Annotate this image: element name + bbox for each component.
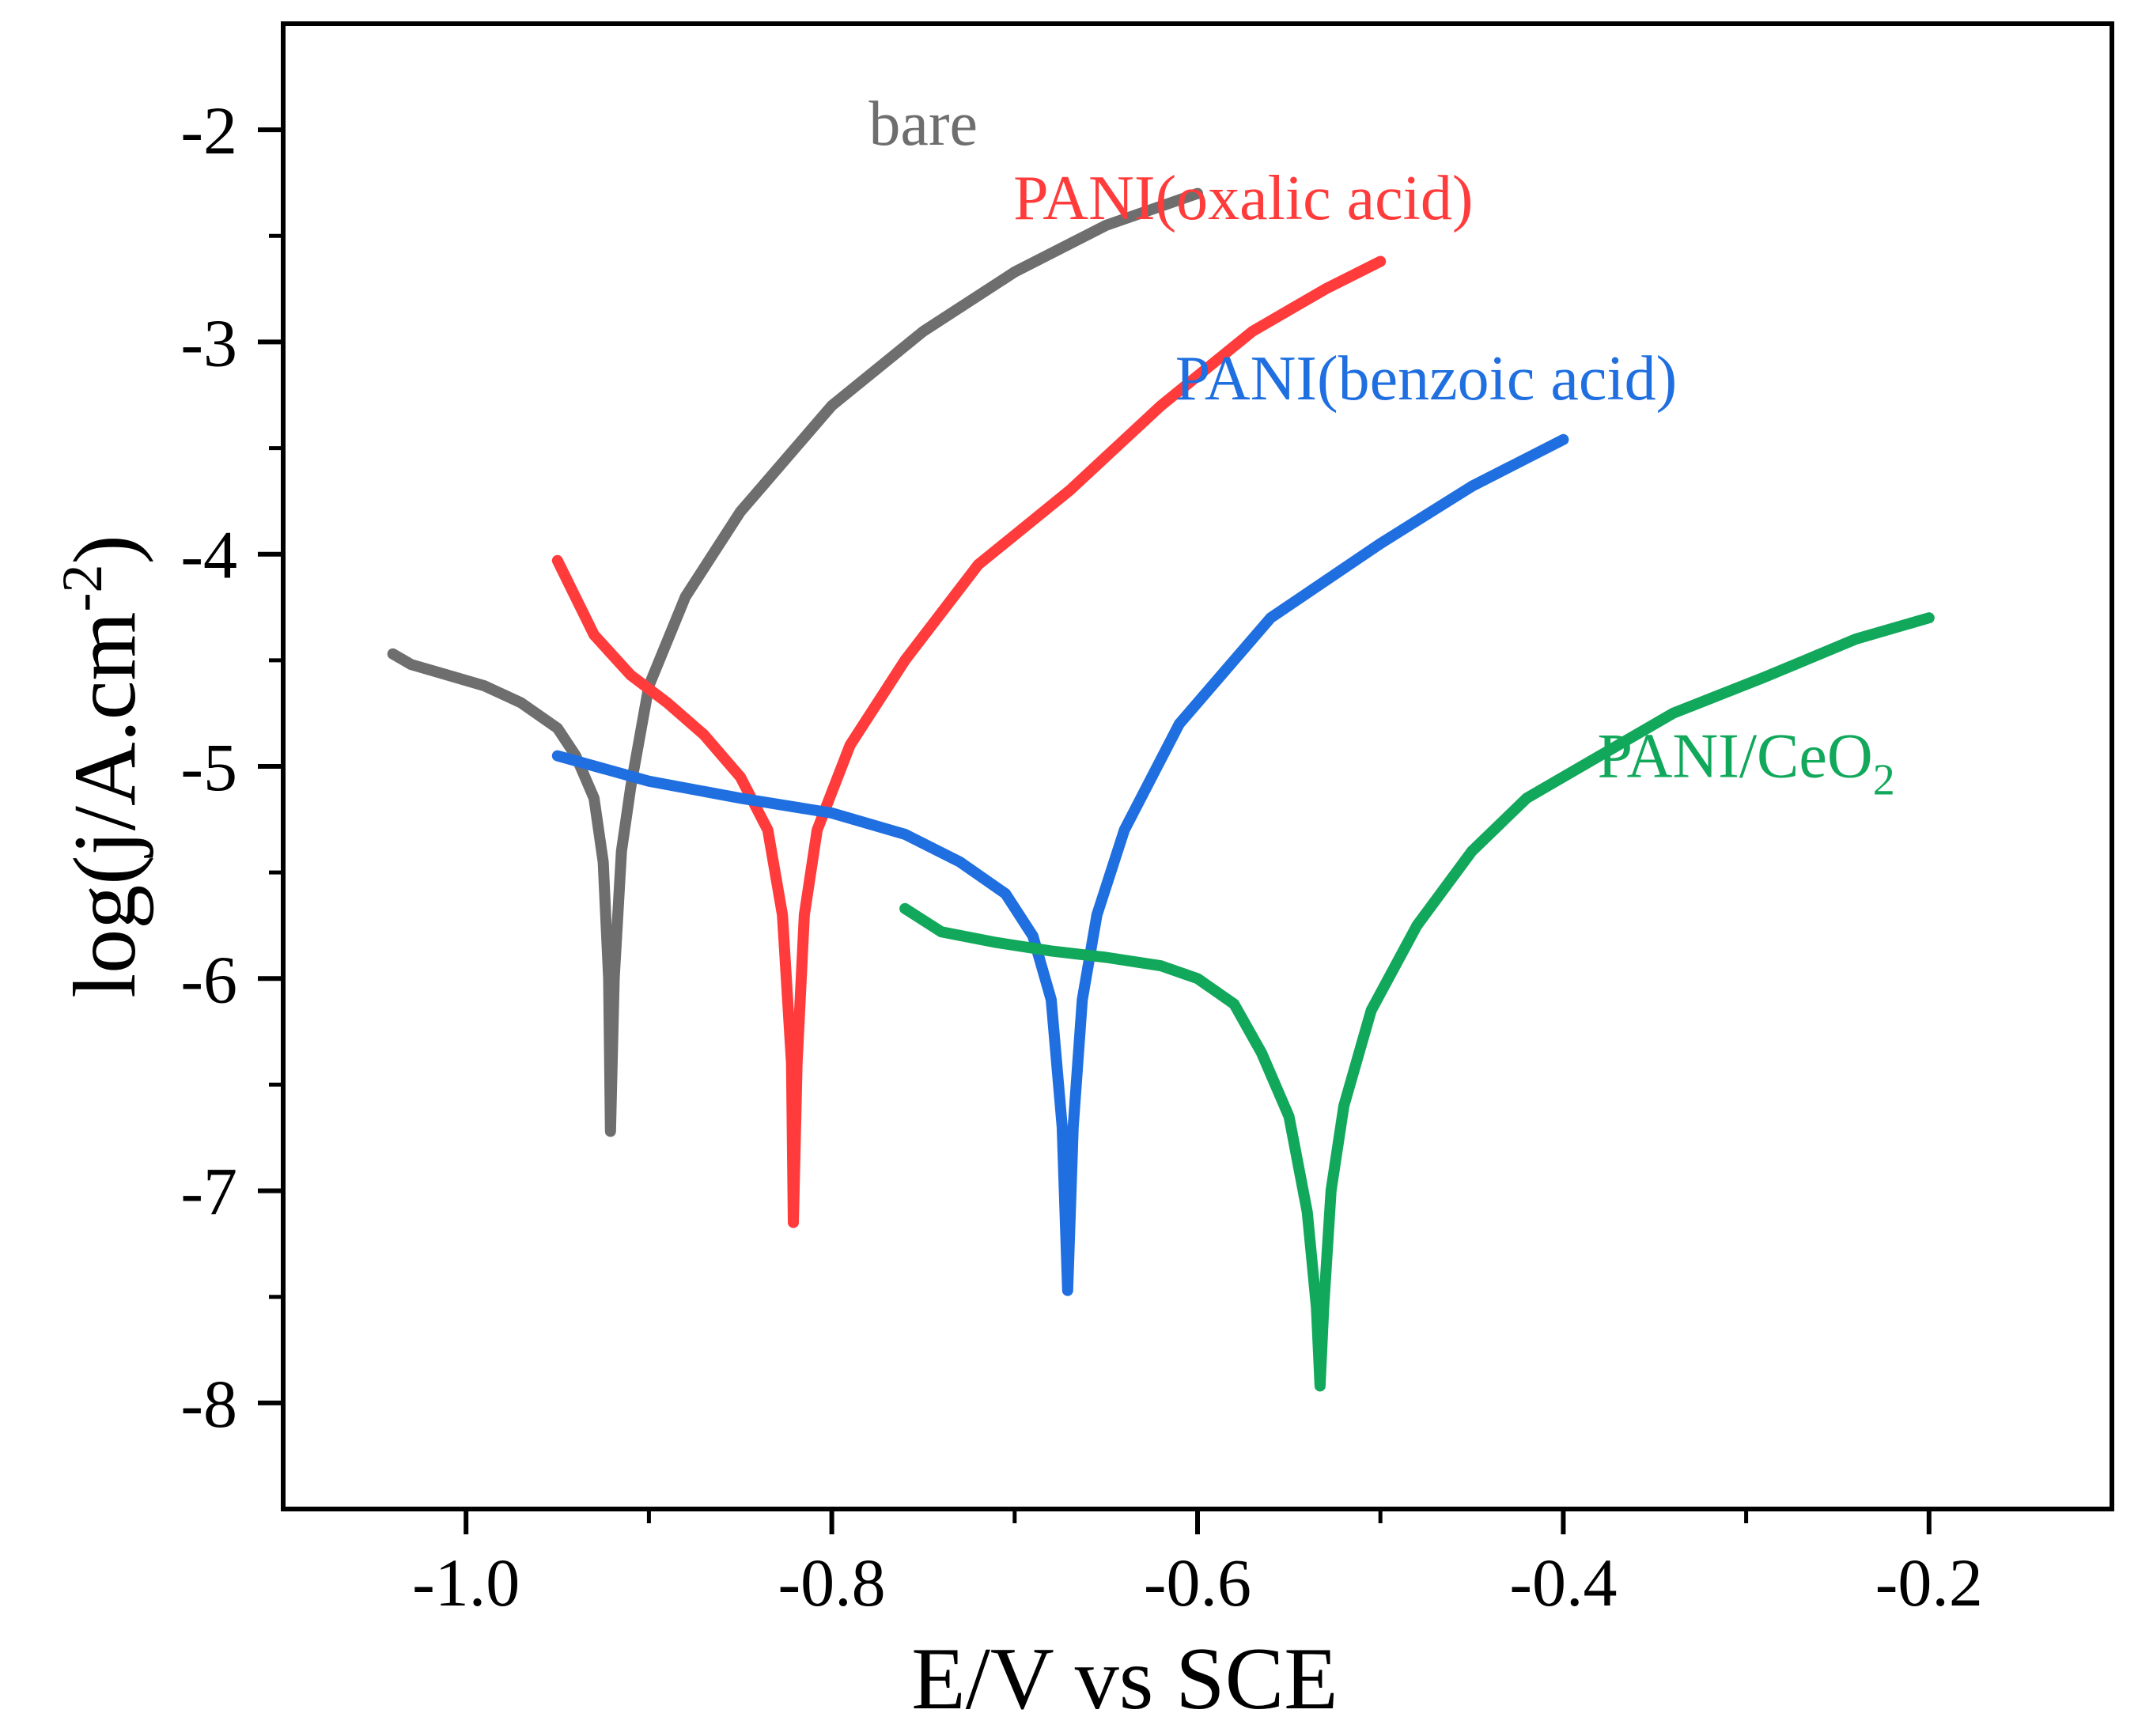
tick-labels: -1.0 -0.8 -0.6 -0.4 -0.2 -2 -3 -4 -5 -6 -7 -8 bbox=[180, 93, 1983, 1621]
series-label-pani-oxalic-acid: PANI(oxalic acid) bbox=[1013, 164, 1473, 233]
series-label-pani-ceo2: PANI/CeO2 bbox=[1597, 721, 1894, 804]
y-axis-title-close: ) bbox=[56, 535, 154, 564]
series-label-subscript: 2 bbox=[1873, 755, 1895, 804]
series-label-pani-benzoic-acid: PANI(benzoic acid) bbox=[1175, 344, 1678, 414]
y-tick-label: -5 bbox=[180, 729, 237, 805]
y-axis-title-exponent: -2 bbox=[51, 564, 114, 611]
series-line-pani-benzoic-acid bbox=[551, 433, 1569, 1296]
x-axis-title: E/V vs SCE bbox=[911, 1630, 1338, 1728]
x-tick-label: -1.0 bbox=[412, 1545, 520, 1621]
series-labels: bare PANI(oxalic acid) PANI(benzoic acid) P… bbox=[868, 89, 1894, 804]
y-tick-label: -8 bbox=[180, 1366, 237, 1442]
x-tick-label: -0.4 bbox=[1509, 1545, 1617, 1621]
series-label-text: PANI(oxalic acid) bbox=[1013, 164, 1473, 233]
y-axis-title: log(j/A.cm-2) bbox=[51, 535, 154, 998]
axis-ticks bbox=[258, 127, 1932, 1534]
series-lines bbox=[387, 187, 1935, 1392]
x-tick-label: -0.2 bbox=[1875, 1545, 1983, 1621]
y-tick-label: -2 bbox=[180, 93, 237, 168]
x-tick-label: -0.8 bbox=[778, 1545, 886, 1621]
series-line-pani-ceo2 bbox=[899, 612, 1935, 1392]
x-tick-label: -0.6 bbox=[1144, 1545, 1251, 1621]
series-label-text: bare bbox=[868, 89, 978, 159]
y-tick-label: -6 bbox=[180, 941, 237, 1017]
y-tick-label: -3 bbox=[180, 304, 237, 380]
y-tick-label: -4 bbox=[180, 517, 237, 593]
series-line-pani-oxalic-acid bbox=[551, 255, 1387, 1228]
series-line-bare bbox=[387, 187, 1203, 1137]
y-axis-title-main: log(j/A.cm bbox=[56, 611, 154, 997]
series-label-bare: bare bbox=[868, 89, 978, 159]
series-label-text: PANI(benzoic acid) bbox=[1175, 344, 1678, 414]
series-label-text: PANI/CeO bbox=[1597, 721, 1872, 791]
y-tick-label: -7 bbox=[180, 1154, 237, 1230]
